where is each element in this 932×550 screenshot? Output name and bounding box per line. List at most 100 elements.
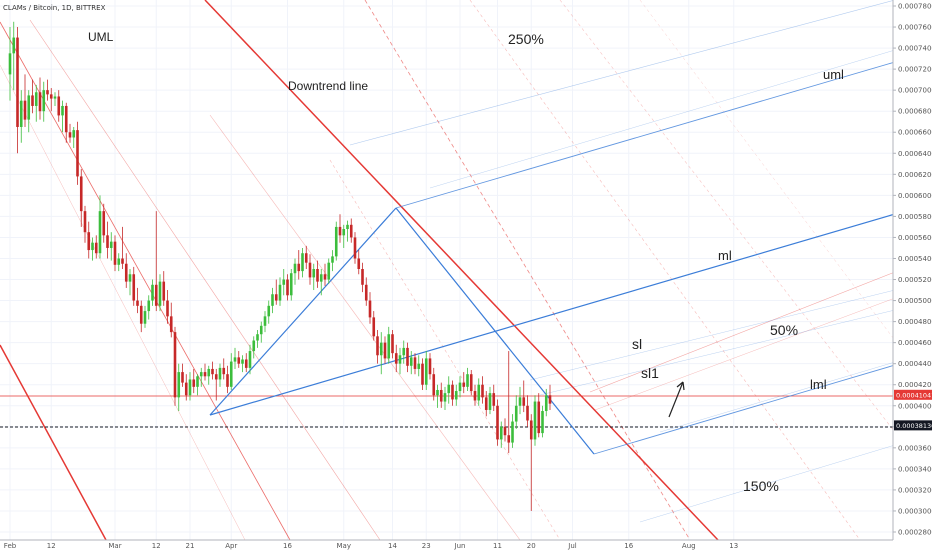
candle-body xyxy=(312,269,316,278)
price-tag-box xyxy=(894,389,932,400)
candle-body xyxy=(57,96,61,116)
time-tick-label: 14 xyxy=(388,542,397,550)
annotation-lml: lml xyxy=(810,377,827,392)
candle-body xyxy=(297,263,301,272)
price-tick-label: 0.00068000 xyxy=(898,108,932,116)
candle-body xyxy=(499,426,503,440)
candle-body xyxy=(518,397,522,406)
candle-body xyxy=(346,224,349,230)
annotation-sl: sl xyxy=(632,336,642,352)
candle-body xyxy=(529,420,533,440)
candle-body xyxy=(342,229,346,236)
candle-body xyxy=(409,357,413,366)
price-tick-label: 0.00032000 xyxy=(898,486,932,494)
candles-layer xyxy=(8,21,552,511)
arrow-head xyxy=(676,381,685,391)
candle-body xyxy=(94,242,98,254)
annotation-p150: 150% xyxy=(743,478,779,494)
candle-body xyxy=(289,273,293,296)
candle-body xyxy=(334,226,338,257)
candle-body xyxy=(447,384,451,394)
candle-body xyxy=(113,241,117,265)
time-tick-label: 11 xyxy=(493,542,502,550)
candle-body xyxy=(196,376,199,387)
candle-body xyxy=(376,336,379,356)
candle-body xyxy=(143,311,147,324)
candle-body xyxy=(87,232,91,251)
candle-body xyxy=(473,391,477,401)
candle-body xyxy=(76,130,79,177)
candle-body xyxy=(496,405,499,440)
price-tick-label: 0.00072000 xyxy=(898,66,932,74)
candle-body xyxy=(226,374,229,387)
candle-body xyxy=(248,351,252,368)
candle-body xyxy=(349,224,353,238)
candle-body xyxy=(357,258,361,269)
candle-body xyxy=(469,374,473,392)
candle-body xyxy=(192,379,196,387)
candle-body xyxy=(327,262,331,280)
candle-body xyxy=(301,253,304,272)
candle-body xyxy=(394,353,398,364)
candle-body xyxy=(207,368,211,377)
candle-body xyxy=(353,237,357,259)
candle-body xyxy=(259,325,263,335)
sl-parallel-1 xyxy=(589,271,896,393)
time-tick-label: 23 xyxy=(422,542,431,550)
time-tick-label: 16 xyxy=(283,542,292,550)
candle-body xyxy=(121,258,124,264)
time-tick-label: Aug xyxy=(682,542,696,550)
candle-body xyxy=(462,382,466,387)
candle-body xyxy=(49,94,53,99)
pitchfork-median-line xyxy=(209,213,896,416)
candle-body xyxy=(83,211,87,233)
candle-body xyxy=(466,374,469,387)
candle-body xyxy=(34,92,38,106)
candle-body xyxy=(323,274,327,280)
candle-body xyxy=(458,382,462,392)
candle-body xyxy=(154,284,158,306)
candle-body xyxy=(544,395,548,412)
candle-body xyxy=(278,284,282,301)
price-tag-label: 0.00041041 xyxy=(896,391,932,399)
candle-body xyxy=(364,284,368,301)
candle-body xyxy=(511,421,514,443)
price-tick-label: 0.00062000 xyxy=(898,171,932,179)
candle-body xyxy=(203,372,207,377)
candle-body xyxy=(436,389,439,396)
price-tick-label: 0.00078000 xyxy=(898,3,932,11)
candle-body xyxy=(413,357,417,369)
candle-body xyxy=(42,90,46,112)
candle-body xyxy=(169,316,173,333)
candle-body xyxy=(184,382,188,396)
annotation-downtrend: Downtrend line xyxy=(288,79,368,93)
candle-body xyxy=(514,405,518,422)
candle-body xyxy=(368,300,372,318)
candle-body xyxy=(229,361,233,387)
price-tick-label: 0.00058000 xyxy=(898,213,932,221)
candle-body xyxy=(241,359,244,364)
fan-line-b xyxy=(559,0,932,481)
candle-body xyxy=(124,263,128,282)
candle-body xyxy=(338,226,342,236)
candle-body xyxy=(477,384,481,401)
pitchfork-warning-5 xyxy=(639,444,896,523)
candle-body xyxy=(72,130,76,138)
time-tick-label: Jul xyxy=(567,542,577,550)
annotation-p250: 250% xyxy=(508,31,544,47)
time-tick-label: 16 xyxy=(624,542,633,550)
price-tick-label: 0.00046000 xyxy=(898,339,932,347)
candle-body xyxy=(492,393,496,406)
price-tick-label: 0.00056000 xyxy=(898,234,932,242)
candle-body xyxy=(244,359,248,368)
candle-body xyxy=(488,393,492,410)
channel-parallel-1 xyxy=(29,19,381,541)
candle-body xyxy=(481,384,484,398)
candle-body xyxy=(267,305,271,317)
candle-body xyxy=(316,269,319,282)
uml-parallel xyxy=(0,21,291,541)
candle-body xyxy=(23,100,27,120)
